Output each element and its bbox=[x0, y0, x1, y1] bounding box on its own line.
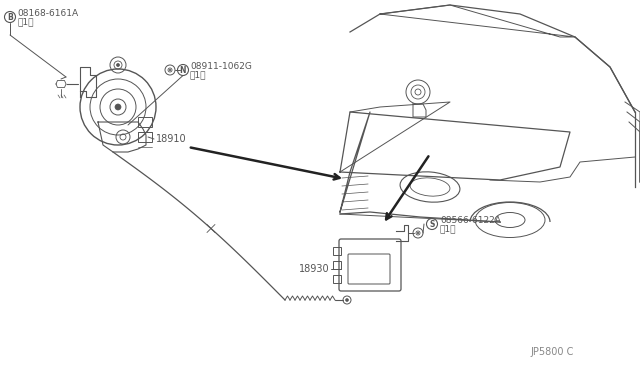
Circle shape bbox=[116, 64, 120, 67]
Polygon shape bbox=[98, 122, 146, 152]
Circle shape bbox=[417, 232, 419, 234]
Circle shape bbox=[115, 104, 121, 110]
Text: B: B bbox=[7, 13, 13, 22]
Text: S: S bbox=[429, 219, 435, 228]
Text: 18910: 18910 bbox=[156, 134, 187, 144]
Bar bbox=[333, 261, 341, 269]
Text: JP5800 C: JP5800 C bbox=[530, 347, 573, 357]
Text: 〈1〉: 〈1〉 bbox=[190, 71, 207, 80]
Bar bbox=[333, 247, 341, 255]
Polygon shape bbox=[80, 67, 96, 97]
Bar bbox=[138, 132, 152, 142]
Text: 08168-6161A: 08168-6161A bbox=[17, 9, 78, 17]
Text: 08911-1062G: 08911-1062G bbox=[190, 61, 252, 71]
Text: 18930: 18930 bbox=[299, 264, 330, 274]
Text: 〈1〉: 〈1〉 bbox=[17, 17, 33, 26]
Bar bbox=[333, 275, 341, 283]
Circle shape bbox=[346, 298, 349, 301]
Bar bbox=[138, 117, 152, 127]
Circle shape bbox=[169, 69, 171, 71]
Text: 〈1〉: 〈1〉 bbox=[440, 224, 456, 234]
Polygon shape bbox=[56, 80, 66, 87]
Text: N: N bbox=[180, 65, 186, 74]
Text: 08566-6122A: 08566-6122A bbox=[440, 215, 501, 224]
